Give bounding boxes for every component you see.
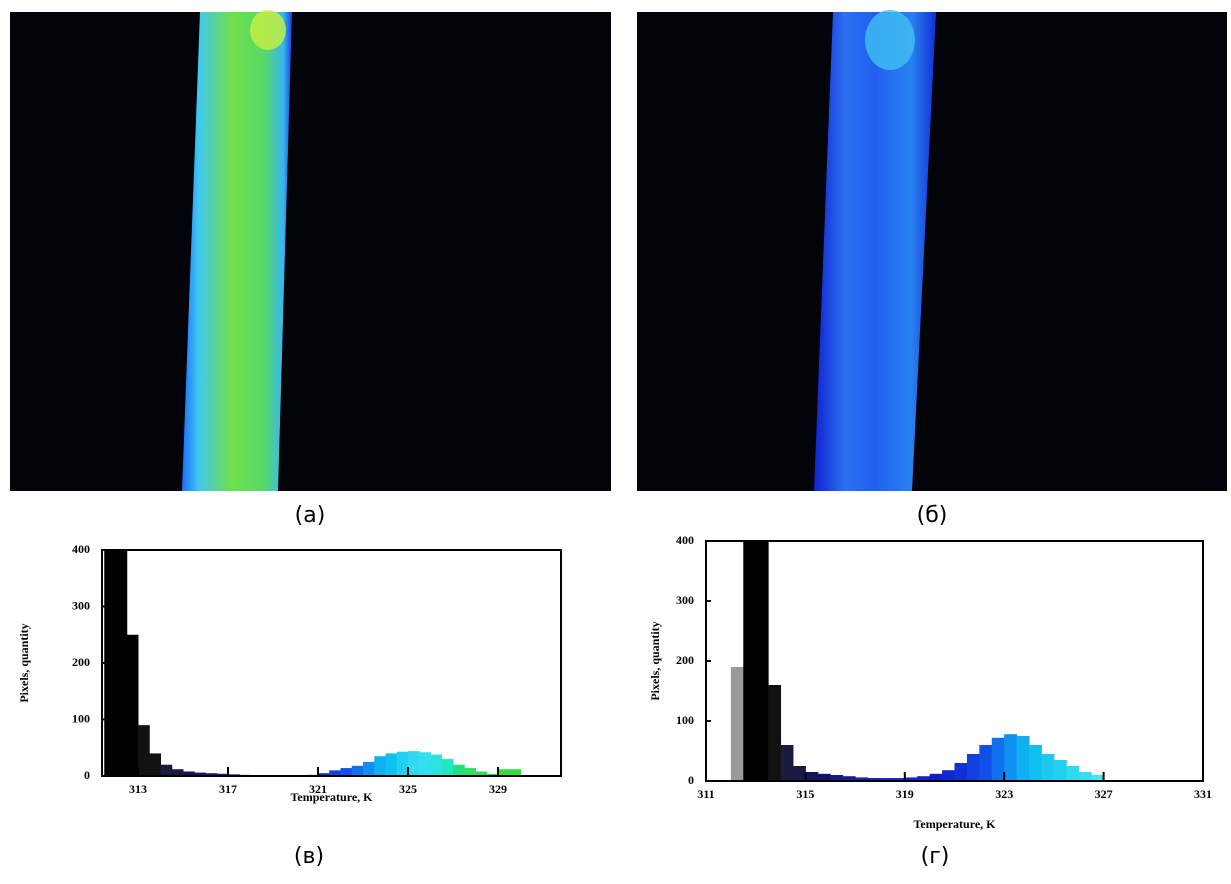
bar xyxy=(194,772,206,776)
caption: (г) xyxy=(921,844,950,869)
bar xyxy=(216,773,229,776)
sample-strip xyxy=(182,12,292,491)
y-tick-label: 200 xyxy=(676,653,694,667)
bar xyxy=(855,777,869,781)
bar xyxy=(904,777,918,781)
thermal-image-a xyxy=(10,12,611,491)
bar xyxy=(509,769,521,776)
y-axis-label: Pixels, quantity xyxy=(17,623,31,702)
bar xyxy=(138,725,150,776)
x-tick-label: 325 xyxy=(399,782,417,796)
bar xyxy=(842,776,856,781)
bar xyxy=(149,753,161,776)
x-tick-label: 327 xyxy=(1095,787,1113,801)
x-tick-label: 313 xyxy=(129,782,147,796)
bar xyxy=(966,754,980,781)
y-axis-label: Pixels, quantity xyxy=(648,621,662,700)
x-axis-label: Temperature, K xyxy=(914,817,997,831)
caption: (в) xyxy=(294,844,324,869)
bar xyxy=(126,634,139,776)
hot-spot xyxy=(865,10,915,70)
bar xyxy=(408,751,420,776)
bar xyxy=(743,541,757,781)
bar xyxy=(396,751,409,776)
x-tick-label: 311 xyxy=(697,787,714,801)
bar xyxy=(929,773,943,781)
bar xyxy=(917,776,931,781)
bar xyxy=(441,759,454,776)
y-tick-label: 100 xyxy=(676,713,694,727)
bar xyxy=(942,770,955,781)
bar xyxy=(792,766,806,781)
bar xyxy=(351,765,364,776)
bar xyxy=(979,745,993,781)
bar xyxy=(1004,734,1018,781)
x-axis-label: Temperature, K xyxy=(291,790,374,804)
bar xyxy=(954,763,968,781)
bar xyxy=(1016,736,1030,781)
bar xyxy=(830,775,844,781)
y-tick-label: 400 xyxy=(72,542,90,556)
bar xyxy=(464,768,476,776)
sample-strip xyxy=(814,12,936,491)
bar xyxy=(1066,766,1080,781)
bar xyxy=(183,771,195,776)
bar xyxy=(475,771,488,776)
bar xyxy=(1078,772,1092,781)
x-tick-label: 319 xyxy=(896,787,914,801)
bar xyxy=(730,667,744,781)
bar xyxy=(419,752,431,776)
x-tick-label: 315 xyxy=(796,787,814,801)
caption: (б) xyxy=(917,503,948,528)
y-tick-label: 200 xyxy=(72,655,90,669)
plot-frame xyxy=(101,549,562,777)
caption: (а) xyxy=(295,503,326,528)
bar xyxy=(318,773,330,776)
y-tick-label: 400 xyxy=(676,533,694,547)
bar xyxy=(817,773,831,781)
bar xyxy=(329,770,341,776)
y-tick-label: 0 xyxy=(688,773,694,787)
x-tick-label: 321 xyxy=(309,782,327,796)
bar xyxy=(171,769,184,776)
bar xyxy=(879,778,893,781)
x-tick-label: 317 xyxy=(219,782,237,796)
bar xyxy=(1053,760,1067,781)
bar xyxy=(498,769,510,776)
hot-spot xyxy=(250,10,286,50)
y-tick-label: 100 xyxy=(72,711,90,725)
bar xyxy=(867,778,881,781)
bar xyxy=(805,772,819,781)
bar xyxy=(374,756,386,776)
bar xyxy=(1041,754,1055,781)
y-tick-label: 0 xyxy=(84,768,90,782)
bar xyxy=(340,768,353,776)
bar xyxy=(205,773,218,776)
bar xyxy=(892,778,906,781)
y-tick-label: 300 xyxy=(72,598,90,612)
bar xyxy=(991,737,1005,781)
bar xyxy=(363,761,375,776)
bar xyxy=(755,541,769,781)
bar xyxy=(768,685,782,781)
bar xyxy=(160,764,173,776)
bar xyxy=(430,754,443,776)
bar xyxy=(1091,775,1105,781)
bar xyxy=(780,745,794,781)
x-tick-label: 331 xyxy=(1194,787,1212,801)
bar xyxy=(486,773,499,776)
x-tick-label: 323 xyxy=(995,787,1013,801)
x-tick-label: 329 xyxy=(489,782,507,796)
bar xyxy=(453,764,465,776)
bar xyxy=(104,550,116,776)
y-tick-label: 300 xyxy=(676,593,694,607)
bar xyxy=(1029,745,1042,781)
bar xyxy=(385,753,398,776)
bar xyxy=(115,550,128,776)
